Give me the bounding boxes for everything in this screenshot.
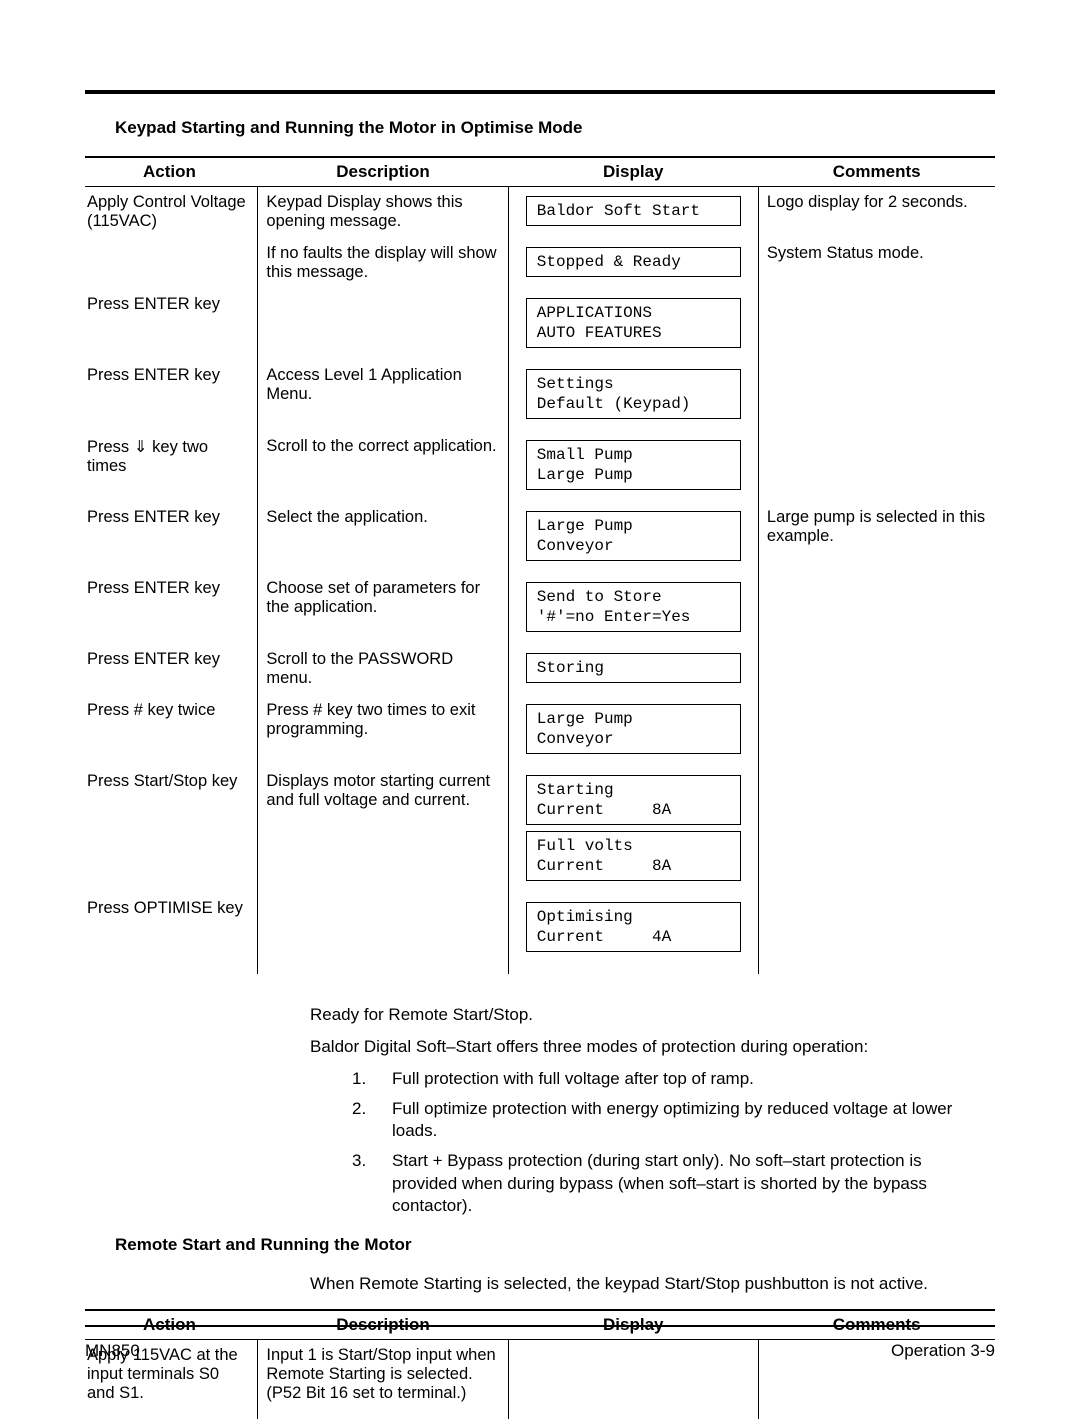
- cell-desc: Keypad Display shows this opening messag…: [258, 187, 508, 239]
- th-desc: Description: [258, 157, 508, 187]
- cell-action: Press OPTIMISE key: [85, 893, 258, 974]
- table-row: Press ENTER key APPLICATIONS AUTO FEATURE…: [85, 289, 995, 360]
- table-row: Press # key twicePress # key two times t…: [85, 695, 995, 766]
- table-row: Press ENTER keyAccess Level 1 Applicatio…: [85, 360, 995, 431]
- cell-desc: [258, 893, 508, 974]
- cell-display: Large Pump Conveyor: [508, 695, 758, 766]
- lcd-display: Large Pump Conveyor: [526, 704, 741, 754]
- lcd-display: Starting Current 8A: [526, 775, 741, 825]
- cell-desc: Select the application.: [258, 502, 508, 573]
- cell-desc: Choose set of parameters for the applica…: [258, 573, 508, 644]
- lcd-display: Storing: [526, 653, 741, 683]
- cell-display: Send to Store '#'=no Enter=Yes: [508, 573, 758, 644]
- top-rule: [85, 90, 995, 94]
- lcd-display: Optimising Current 4A: [526, 902, 741, 952]
- cell-action: Press ENTER key: [85, 289, 258, 360]
- cell-display: Settings Default (Keypad): [508, 360, 758, 431]
- cell-action: [85, 238, 258, 289]
- table-row: Press ENTER keyScroll to the PASSWORD me…: [85, 644, 995, 695]
- section2-title: Remote Start and Running the Motor: [115, 1235, 995, 1255]
- table-row: Press Start/Stop keyDisplays motor start…: [85, 766, 995, 893]
- cell-desc: Displays motor starting current and full…: [258, 766, 508, 893]
- list-number: 3.: [352, 1150, 366, 1172]
- body-text: Ready for Remote Start/Stop. Baldor Digi…: [310, 1004, 975, 1217]
- list-item: 2. Full optimize protection with energy o…: [352, 1098, 975, 1142]
- th-display: Display: [508, 157, 758, 187]
- cell-action: Press ENTER key: [85, 573, 258, 644]
- cell-desc: Press # key two times to exit programmin…: [258, 695, 508, 766]
- lcd-display: Settings Default (Keypad): [526, 369, 741, 419]
- footer-left: MN850: [85, 1341, 140, 1361]
- cell-display: Storing: [508, 644, 758, 695]
- cell-display: Starting Current 8A Full volts Current 8A: [508, 766, 758, 893]
- page-footer: MN850 Operation 3-9: [85, 1341, 995, 1361]
- body-p2: Baldor Digital Soft–Start offers three m…: [310, 1036, 975, 1058]
- cell-comments: [758, 893, 995, 974]
- cell-comments: Large pump is selected in this example.: [758, 502, 995, 573]
- section2-intro-wrap: When Remote Starting is selected, the ke…: [310, 1273, 975, 1295]
- table-row: Press ENTER keySelect the application. La…: [85, 502, 995, 573]
- th-comments: Comments: [758, 157, 995, 187]
- cell-comments: System Status mode.: [758, 238, 995, 289]
- lcd-display: Full volts Current 8A: [526, 831, 741, 881]
- cell-comments: Logo display for 2 seconds.: [758, 187, 995, 239]
- cell-comments: [758, 360, 995, 431]
- table-row: Apply Control Voltage (115VAC)Keypad Dis…: [85, 187, 995, 239]
- cell-display: Baldor Soft Start: [508, 187, 758, 239]
- cell-comments: [758, 431, 995, 502]
- list-item: 3. Start + Bypass protection (during star…: [352, 1150, 975, 1216]
- list-item: 1. Full protection with full voltage afte…: [352, 1068, 975, 1090]
- cell-display: APPLICATIONS AUTO FEATURES: [508, 289, 758, 360]
- table-row: Press OPTIMISE key Optimising Current 4A: [85, 893, 995, 974]
- list-number: 1.: [352, 1068, 366, 1090]
- cell-desc: If no faults the display will show this …: [258, 238, 508, 289]
- list-text: Start + Bypass protection (during start …: [392, 1151, 927, 1214]
- cell-comments: [758, 289, 995, 360]
- cell-display: Optimising Current 4A: [508, 893, 758, 974]
- lcd-display: Send to Store '#'=no Enter=Yes: [526, 582, 741, 632]
- cell-display: Small Pump Large Pump: [508, 431, 758, 502]
- cell-desc: Scroll to the correct application.: [258, 431, 508, 502]
- table-row: If no faults the display will show this …: [85, 238, 995, 289]
- protection-list: 1. Full protection with full voltage afte…: [352, 1068, 975, 1217]
- cell-action: Press ENTER key: [85, 502, 258, 573]
- cell-action: Press ⇓ key two times: [85, 431, 258, 502]
- cell-display: Stopped & Ready: [508, 238, 758, 289]
- cell-comments: [758, 644, 995, 695]
- cell-desc: Scroll to the PASSWORD menu.: [258, 644, 508, 695]
- lcd-display: APPLICATIONS AUTO FEATURES: [526, 298, 741, 348]
- lcd-display: Large Pump Conveyor: [526, 511, 741, 561]
- th-action: Action: [85, 157, 258, 187]
- bottom-rule: [85, 1325, 995, 1327]
- cell-comments: [758, 766, 995, 893]
- cell-action: Press ENTER key: [85, 360, 258, 431]
- footer-right: Operation 3-9: [891, 1341, 995, 1361]
- lcd-display: Stopped & Ready: [526, 247, 741, 277]
- cell-action: Press Start/Stop key: [85, 766, 258, 893]
- body-p1: Ready for Remote Start/Stop.: [310, 1004, 975, 1026]
- cell-action: Apply Control Voltage (115VAC): [85, 187, 258, 239]
- table-row: Press ⇓ key two timesScroll to the corre…: [85, 431, 995, 502]
- cell-action: Press # key twice: [85, 695, 258, 766]
- list-text: Full optimize protection with energy opt…: [392, 1099, 952, 1140]
- table-row: Press ENTER keyChoose set of parameters …: [85, 573, 995, 644]
- cell-action: Press ENTER key: [85, 644, 258, 695]
- list-text: Full protection with full voltage after …: [392, 1069, 754, 1088]
- cell-comments: [758, 695, 995, 766]
- cell-display: Large Pump Conveyor: [508, 502, 758, 573]
- table1: Action Description Display Comments Appl…: [85, 156, 995, 974]
- list-number: 2.: [352, 1098, 366, 1120]
- cell-desc: [258, 289, 508, 360]
- cell-desc: Access Level 1 Application Menu.: [258, 360, 508, 431]
- section1-title: Keypad Starting and Running the Motor in…: [115, 118, 995, 138]
- lcd-display: Baldor Soft Start: [526, 196, 741, 226]
- section2-intro: When Remote Starting is selected, the ke…: [310, 1273, 975, 1295]
- cell-comments: [758, 573, 995, 644]
- lcd-display: Small Pump Large Pump: [526, 440, 741, 490]
